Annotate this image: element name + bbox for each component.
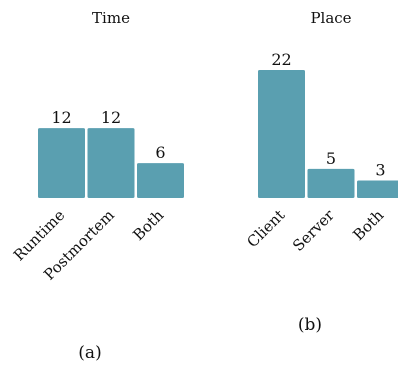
value-label-time-runtime: 12 (51, 108, 71, 127)
bar-place-both (357, 180, 398, 198)
tick-label-place-client: Client (243, 206, 288, 251)
value-label-time-postmortem: 12 (101, 108, 121, 127)
value-label-time-both: 6 (155, 143, 165, 162)
caption-a: (a) (78, 343, 101, 363)
bar-time-both (137, 163, 184, 198)
tick-label-time-both: Both (129, 206, 167, 244)
value-label-place-server: 5 (326, 149, 336, 168)
bar-place-client (258, 70, 305, 198)
chart-place: Place (b) 22 Client 5 Server 3 Both (243, 9, 398, 335)
tick-label-place-both: Both (349, 206, 387, 244)
caption-b: (b) (298, 315, 322, 335)
bar-place-server (307, 168, 355, 198)
bar-time-postmortem (87, 128, 135, 198)
chart-title-time: Time (92, 9, 130, 27)
bar-time-runtime (38, 128, 85, 198)
value-label-place-client: 22 (271, 50, 291, 69)
tick-label-place-server: Server (289, 206, 338, 255)
value-label-place-both: 3 (375, 161, 385, 180)
chart-title-place: Place (310, 9, 351, 27)
